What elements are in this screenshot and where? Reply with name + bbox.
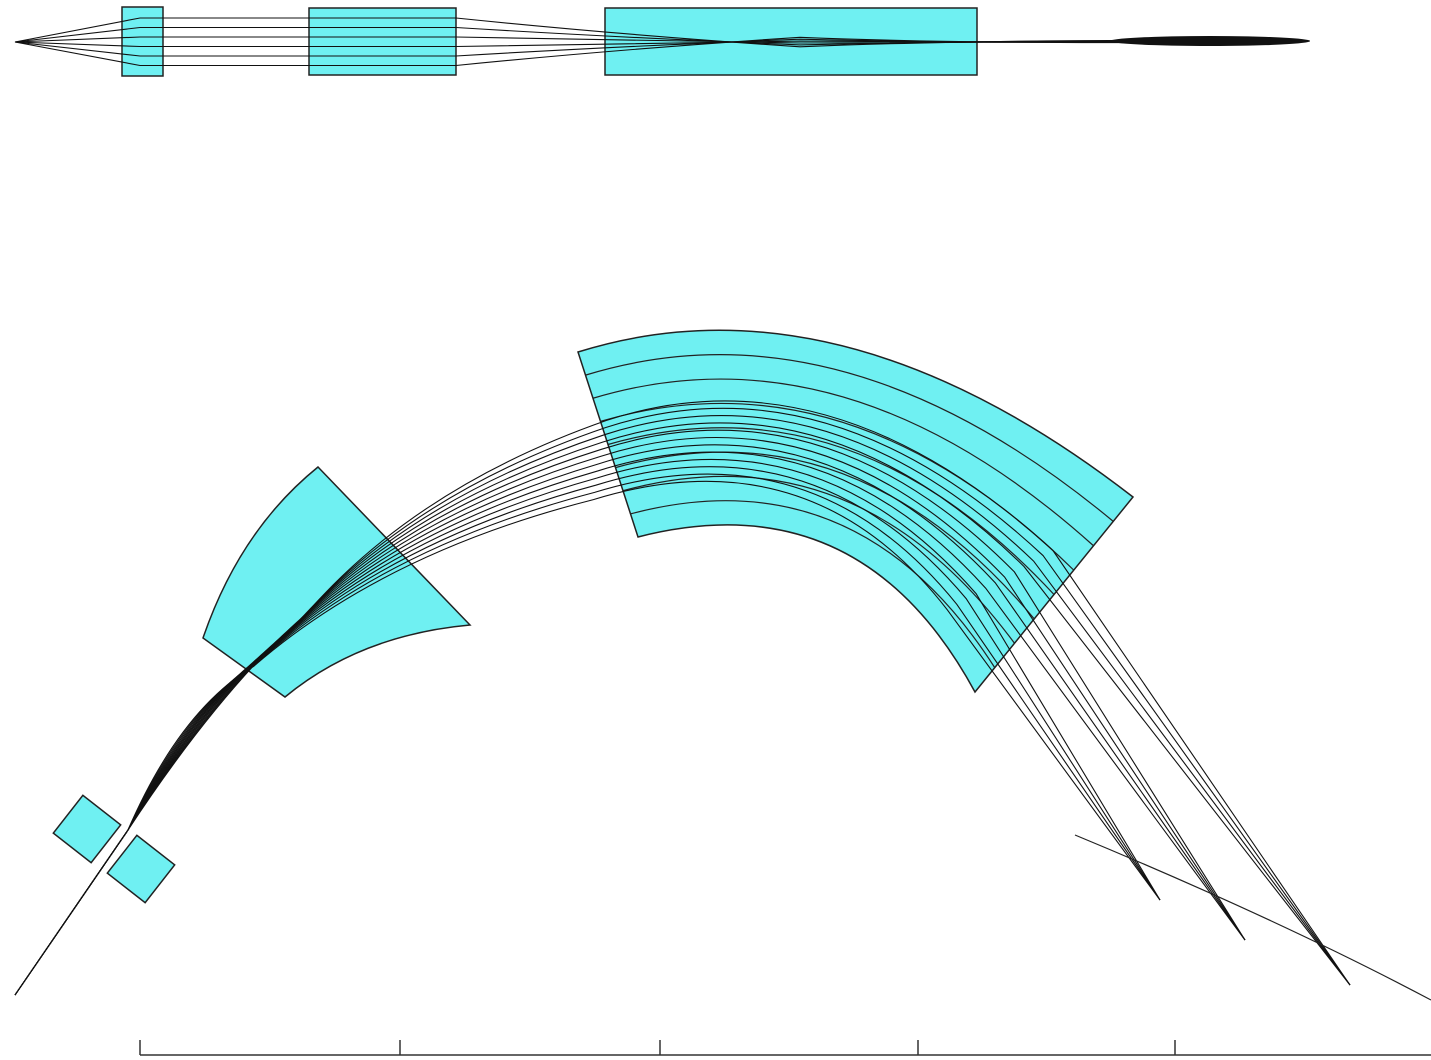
top-focus bbox=[1110, 36, 1310, 46]
spectrometer-diagram bbox=[0, 0, 1431, 1060]
side-view bbox=[15, 330, 1431, 1000]
top-view bbox=[15, 7, 1310, 76]
page: (() => { const data = JSON.parse(documen… bbox=[0, 0, 1431, 1060]
dipole-2 bbox=[578, 330, 1133, 692]
scale-bar bbox=[140, 1040, 1431, 1055]
quadrupole-1 bbox=[53, 795, 120, 862]
